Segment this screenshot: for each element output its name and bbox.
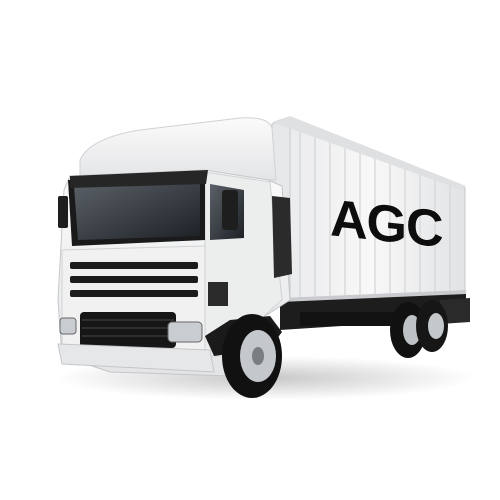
rear-wheels bbox=[390, 300, 448, 358]
front-wheel bbox=[222, 314, 282, 398]
container-logo: AGC bbox=[330, 189, 443, 260]
truck-cab bbox=[57, 117, 292, 377]
